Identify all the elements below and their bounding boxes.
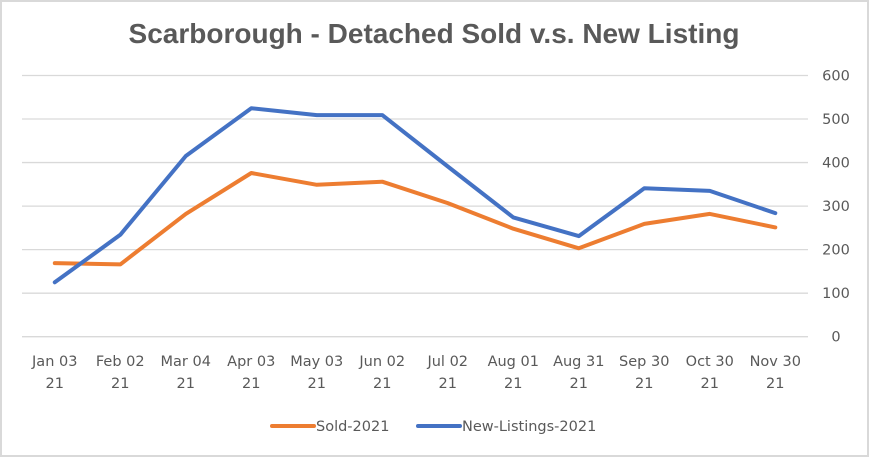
legend: Sold-2021 New-Listings-2021	[270, 419, 596, 435]
y-tick-label: 100	[822, 286, 850, 302]
x-tick-line1: Oct 30	[686, 354, 734, 370]
x-tick-label: Feb 02 21	[96, 354, 145, 392]
chart-title: Scarborough - Detached Sold v.s. New Lis…	[129, 18, 740, 49]
x-tick-label: Oct 30 21	[686, 354, 734, 392]
series-lines	[52, 106, 778, 285]
x-tick-label: Jul 02 21	[426, 354, 468, 392]
series-line-new-listings-2021	[52, 106, 778, 285]
x-tick-line1: May 03	[290, 354, 343, 370]
x-tick-line2: 21	[46, 376, 64, 392]
x-tick-line2: 21	[177, 376, 195, 392]
x-tick-line2: 21	[570, 376, 588, 392]
y-tick-label: 200	[822, 243, 850, 259]
x-tick-line2: 21	[504, 376, 522, 392]
y-axis-ticks: 0 100 200 300 400 500 600	[822, 69, 850, 346]
legend-label: Sold-2021	[316, 419, 389, 435]
x-tick-label: May 03 21	[290, 354, 343, 392]
x-tick-label: Jun 02 21	[358, 354, 405, 392]
x-tick-line1: Sep 30	[619, 354, 669, 370]
legend-label: New-Listings-2021	[462, 419, 596, 435]
series-line-sold-2021	[52, 171, 778, 267]
x-tick-label: Jan 03 21	[31, 354, 77, 392]
x-tick-line1: Aug 01	[488, 354, 539, 370]
x-tick-line2: 21	[111, 376, 129, 392]
y-tick-label: 600	[822, 69, 850, 85]
x-tick-line2: 21	[439, 376, 457, 392]
x-tick-line2: 21	[766, 376, 784, 392]
x-tick-line1: Nov 30	[750, 354, 801, 370]
x-tick-line1: Jul 02	[426, 354, 468, 370]
x-tick-label: Apr 03 21	[227, 354, 275, 392]
x-tick-line1: Feb 02	[96, 354, 145, 370]
x-tick-line1: Jan 03	[31, 354, 77, 370]
x-tick-label: Nov 30 21	[750, 354, 801, 392]
gridlines	[22, 74, 808, 338]
x-tick-line2: 21	[701, 376, 719, 392]
y-tick-label: 400	[822, 156, 850, 172]
x-tick-line2: 21	[373, 376, 391, 392]
x-tick-line2: 21	[242, 376, 260, 392]
x-tick-label: Aug 01 21	[488, 354, 539, 392]
x-tick-line2: 21	[308, 376, 326, 392]
x-tick-line2: 21	[635, 376, 653, 392]
y-tick-label: 0	[831, 330, 840, 346]
x-tick-line1: Jun 02	[358, 354, 405, 370]
x-tick-line1: Aug 31	[553, 354, 604, 370]
y-tick-label: 500	[822, 112, 850, 128]
x-axis-ticks: Jan 03 21 Feb 02 21 Mar 04 21 Apr 03 21 May 03 21…	[31, 354, 801, 392]
y-tick-label: 300	[822, 199, 850, 215]
x-tick-label: Aug 31 21	[553, 354, 604, 392]
x-tick-line1: Mar 04	[161, 354, 211, 370]
x-tick-label: Sep 30 21	[619, 354, 669, 392]
x-tick-label: Mar 04 21	[161, 354, 211, 392]
x-tick-line1: Apr 03	[227, 354, 275, 370]
